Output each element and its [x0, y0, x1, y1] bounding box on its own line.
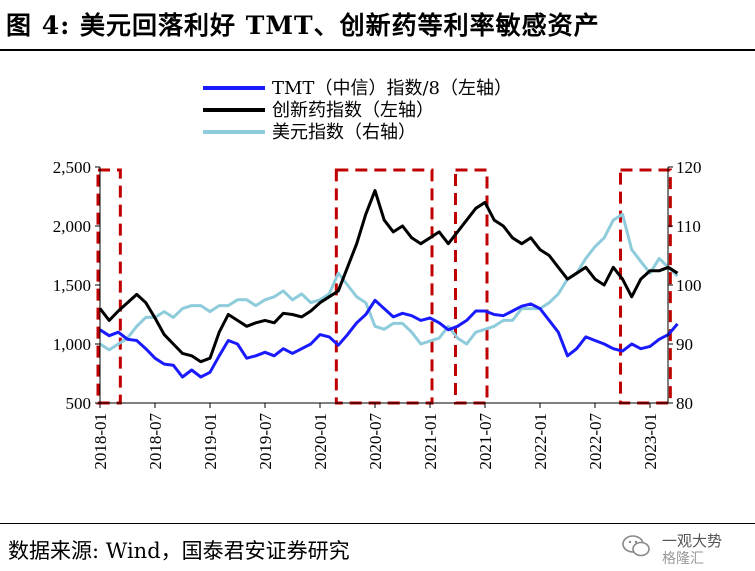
y-right-tick-label: 100 — [676, 276, 702, 295]
chart-legend: TMT（中信）指数/8（左轴）创新药指数（左轴）美元指数（右轴） — [203, 78, 512, 143]
legend-label-2: 创新药指数（左轴） — [272, 100, 434, 121]
x-tick-label: 2022-07 — [586, 413, 605, 470]
y-left-tick-label: 2,000 — [53, 217, 91, 236]
x-tick-label: 2018-01 — [91, 413, 110, 470]
title-divider — [0, 49, 755, 51]
legend-label-3: 美元指数（右轴） — [272, 122, 416, 143]
source-divider — [0, 523, 755, 524]
watermark-brand: 格隆汇 — [662, 551, 704, 567]
figure-title: 图 4: 美元回落利好 TMT、创新药等利率敏感资产 — [6, 11, 600, 40]
wechat-icon — [622, 535, 650, 557]
legend-label-1: TMT（中信）指数/8（左轴） — [272, 78, 512, 99]
y-left-tick-label: 500 — [66, 394, 92, 413]
x-tick-label: 2023-01 — [641, 413, 660, 470]
source-note: 数据来源: Wind，国泰君安证券研究 — [8, 539, 350, 563]
series-line-3 — [99, 212, 679, 352]
y-right-tick-label: 120 — [676, 158, 702, 177]
y-left-tick-label: 2,500 — [53, 158, 91, 177]
x-tick-label: 2019-07 — [256, 413, 275, 470]
x-tick-label: 2018-07 — [146, 413, 165, 470]
highlight-boxes — [96, 168, 672, 405]
series-line-1 — [99, 298, 679, 379]
watermark: 一观大势 格隆汇 — [612, 528, 752, 568]
chart-axes: 500 1,000 1,500 2,000 2,500 80 90 100 110 120 2018… — [53, 158, 702, 470]
x-tick-label: 2021-07 — [476, 413, 495, 470]
series-line-2 — [98, 189, 679, 364]
highlight-box-1 — [96, 168, 122, 405]
y-right-tick-label: 90 — [676, 335, 693, 354]
x-tick-label: 2021-01 — [421, 413, 440, 470]
x-tick-label: 2020-07 — [366, 413, 385, 470]
y-right-tick-label: 110 — [676, 217, 701, 236]
y-right-tick-label: 80 — [676, 394, 693, 413]
x-tick-label: 2022-01 — [531, 413, 550, 470]
series-lines — [98, 189, 679, 379]
highlight-box-2 — [334, 168, 434, 405]
x-tick-label: 2020-01 — [311, 413, 330, 470]
x-tick-label: 2019-01 — [201, 413, 220, 470]
chart-svg: 500 1,000 1,500 2,000 2,500 80 90 100 110 120 2018… — [53, 78, 702, 470]
watermark-text: 一观大势 — [662, 532, 723, 550]
y-left-tick-label: 1,500 — [53, 276, 91, 295]
y-left-tick-label: 1,000 — [53, 335, 91, 354]
